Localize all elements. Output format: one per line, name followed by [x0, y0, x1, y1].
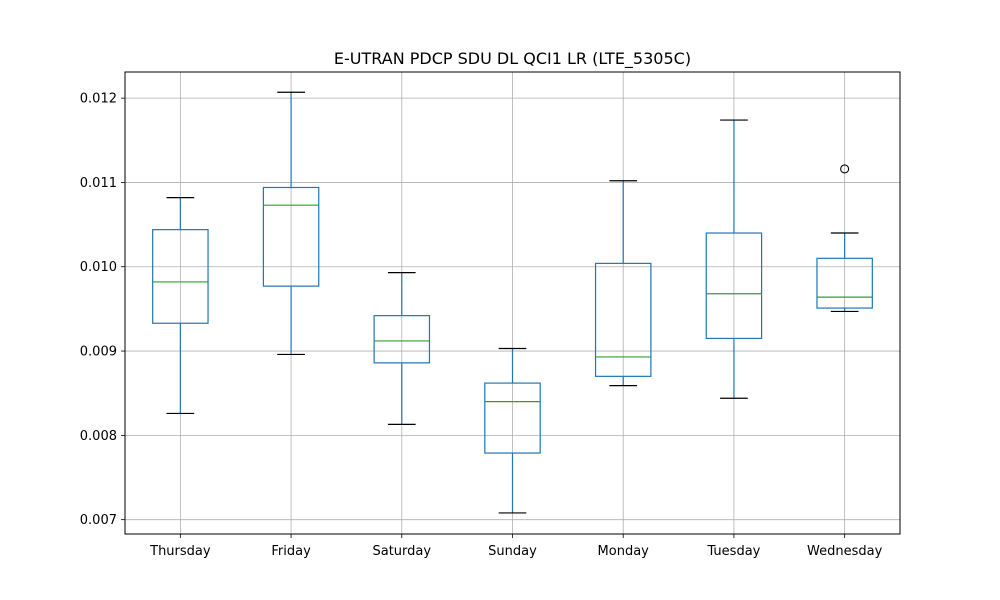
- x-tick-label: Thursday: [149, 544, 211, 559]
- box-thursday: [152, 197, 209, 415]
- box-tuesday: [705, 119, 763, 399]
- box-saturday: [373, 272, 431, 426]
- x-axis: Thursday Friday Saturday Sunday Monday Tuesda…: [149, 534, 883, 559]
- outlier-point: [840, 164, 850, 174]
- x-tick-label: Wednesday: [807, 544, 883, 559]
- x-tick-label: Sunday: [488, 544, 537, 559]
- y-axis: 0.007 0.008 0.009 0.010 0.011 0.012: [80, 92, 125, 528]
- x-tick-label: Tuesday: [706, 544, 760, 559]
- box-iqr: [594, 262, 652, 377]
- y-tick-label: 0.011: [80, 176, 117, 191]
- y-tick-label: 0.010: [80, 260, 117, 275]
- boxes: [152, 91, 873, 514]
- y-tick-label: 0.012: [80, 92, 117, 107]
- box-friday: [262, 91, 320, 356]
- y-tick-label: 0.007: [80, 513, 117, 528]
- box-iqr: [152, 229, 209, 324]
- x-tick-label: Friday: [271, 544, 311, 559]
- chart-title: E-UTRAN PDCP SDU DL QCI1 LR (LTE_5305C): [334, 49, 691, 69]
- y-tick-label: 0.008: [80, 429, 117, 444]
- box-sunday: [484, 347, 541, 514]
- box-iqr: [484, 382, 541, 454]
- box-monday: [594, 180, 652, 387]
- y-tick-label: 0.009: [80, 345, 117, 360]
- box-iqr: [262, 186, 320, 287]
- box-iqr: [816, 257, 873, 309]
- x-tick-label: Monday: [598, 544, 650, 559]
- box-wednesday: [816, 164, 873, 313]
- box-iqr: [705, 232, 763, 340]
- x-tick-label: Saturday: [372, 544, 431, 559]
- box-iqr: [373, 315, 431, 364]
